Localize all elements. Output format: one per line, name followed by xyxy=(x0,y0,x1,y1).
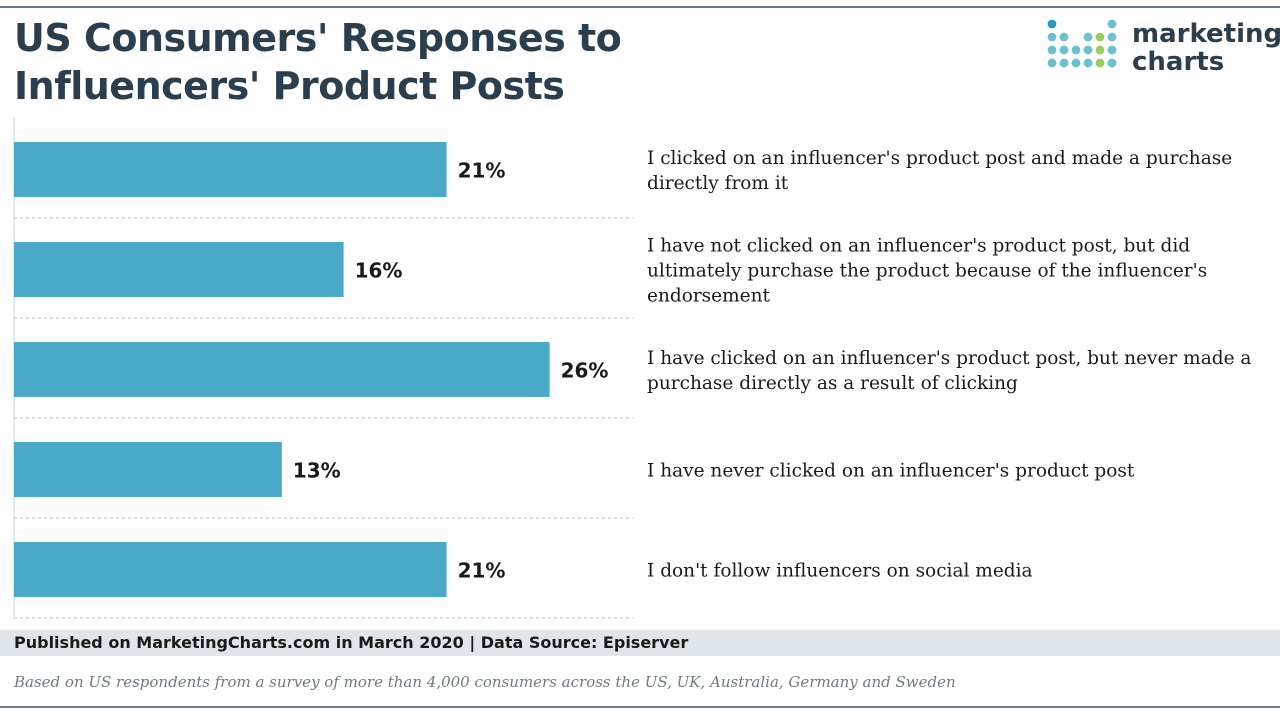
logo-dot xyxy=(1107,19,1117,29)
category-label-line: I clicked on an influencer's product pos… xyxy=(647,148,1232,169)
logo-word-marketing: marketing xyxy=(1132,19,1280,49)
logo-dot xyxy=(1107,58,1117,68)
bar-value-label: 21% xyxy=(458,159,506,183)
top-rule xyxy=(0,6,1280,8)
logo-dot xyxy=(1083,32,1093,42)
category-label-line: endorsement xyxy=(647,286,771,307)
logo-dot xyxy=(1095,58,1105,68)
chart-title: US Consumers' Responses to Influencers' … xyxy=(14,14,622,110)
bar xyxy=(14,242,344,297)
logo-dot xyxy=(1047,58,1057,68)
bar xyxy=(14,142,447,197)
category-label-line: directly from it xyxy=(647,173,789,194)
logo-dot xyxy=(1095,32,1105,42)
logo-dot xyxy=(1047,45,1057,55)
logo-dot xyxy=(1071,58,1081,68)
footer-source-band: Published on MarketingCharts.com in Marc… xyxy=(0,630,1280,656)
category-label-line: I have clicked on an influencer's produc… xyxy=(647,348,1251,369)
category-label-line: purchase directly as a result of clickin… xyxy=(647,373,1018,394)
bar-value-label: 16% xyxy=(355,259,403,283)
logo-dot xyxy=(1083,45,1093,55)
logo-dot xyxy=(1059,58,1069,68)
category-label: I don't follow influencers on social med… xyxy=(647,561,1033,582)
logo-wordmark: marketing charts xyxy=(1132,20,1280,76)
bar xyxy=(14,442,282,497)
chart-title-line-1: US Consumers' Responses to xyxy=(14,16,622,60)
bar-value-label: 13% xyxy=(293,459,341,483)
bottom-rule xyxy=(0,706,1280,708)
logo-dot xyxy=(1059,45,1069,55)
bar-value-label: 26% xyxy=(561,359,609,383)
category-label: I have not clicked on an influencer's pr… xyxy=(647,236,1207,307)
footer-note: Based on US respondents from a survey of… xyxy=(14,673,956,691)
bar-value-label: 21% xyxy=(458,559,506,583)
chart-title-line-2: Influencers' Product Posts xyxy=(14,64,565,108)
category-label-line: I have never clicked on an influencer's … xyxy=(647,461,1135,482)
bar-chart: 21% I clicked on an influencer's product … xyxy=(13,118,1251,619)
logo-dot xyxy=(1083,58,1093,68)
logo-dot xyxy=(1095,45,1105,55)
category-label: I have never clicked on an influencer's … xyxy=(647,461,1135,482)
logo-dot xyxy=(1047,19,1057,29)
logo-dots-icon xyxy=(1047,19,1117,68)
category-label: I clicked on an influencer's product pos… xyxy=(647,148,1232,194)
logo-dot xyxy=(1071,45,1081,55)
logo-dot xyxy=(1047,32,1057,42)
footer-source: Published on MarketingCharts.com in Marc… xyxy=(14,633,689,652)
logo-dot xyxy=(1107,32,1117,42)
bar xyxy=(14,542,447,597)
marketing-charts-logo: marketing charts xyxy=(1046,18,1280,80)
category-label: I have clicked on an influencer's produc… xyxy=(647,348,1251,394)
category-label-line: I have not clicked on an influencer's pr… xyxy=(647,236,1190,257)
bar xyxy=(14,342,550,397)
category-label-line: ultimately purchase the product because … xyxy=(647,261,1207,282)
logo-dot xyxy=(1059,32,1069,42)
category-label-line: I don't follow influencers on social med… xyxy=(647,561,1033,582)
logo-word-charts: charts xyxy=(1132,47,1225,77)
logo-dot xyxy=(1107,45,1117,55)
